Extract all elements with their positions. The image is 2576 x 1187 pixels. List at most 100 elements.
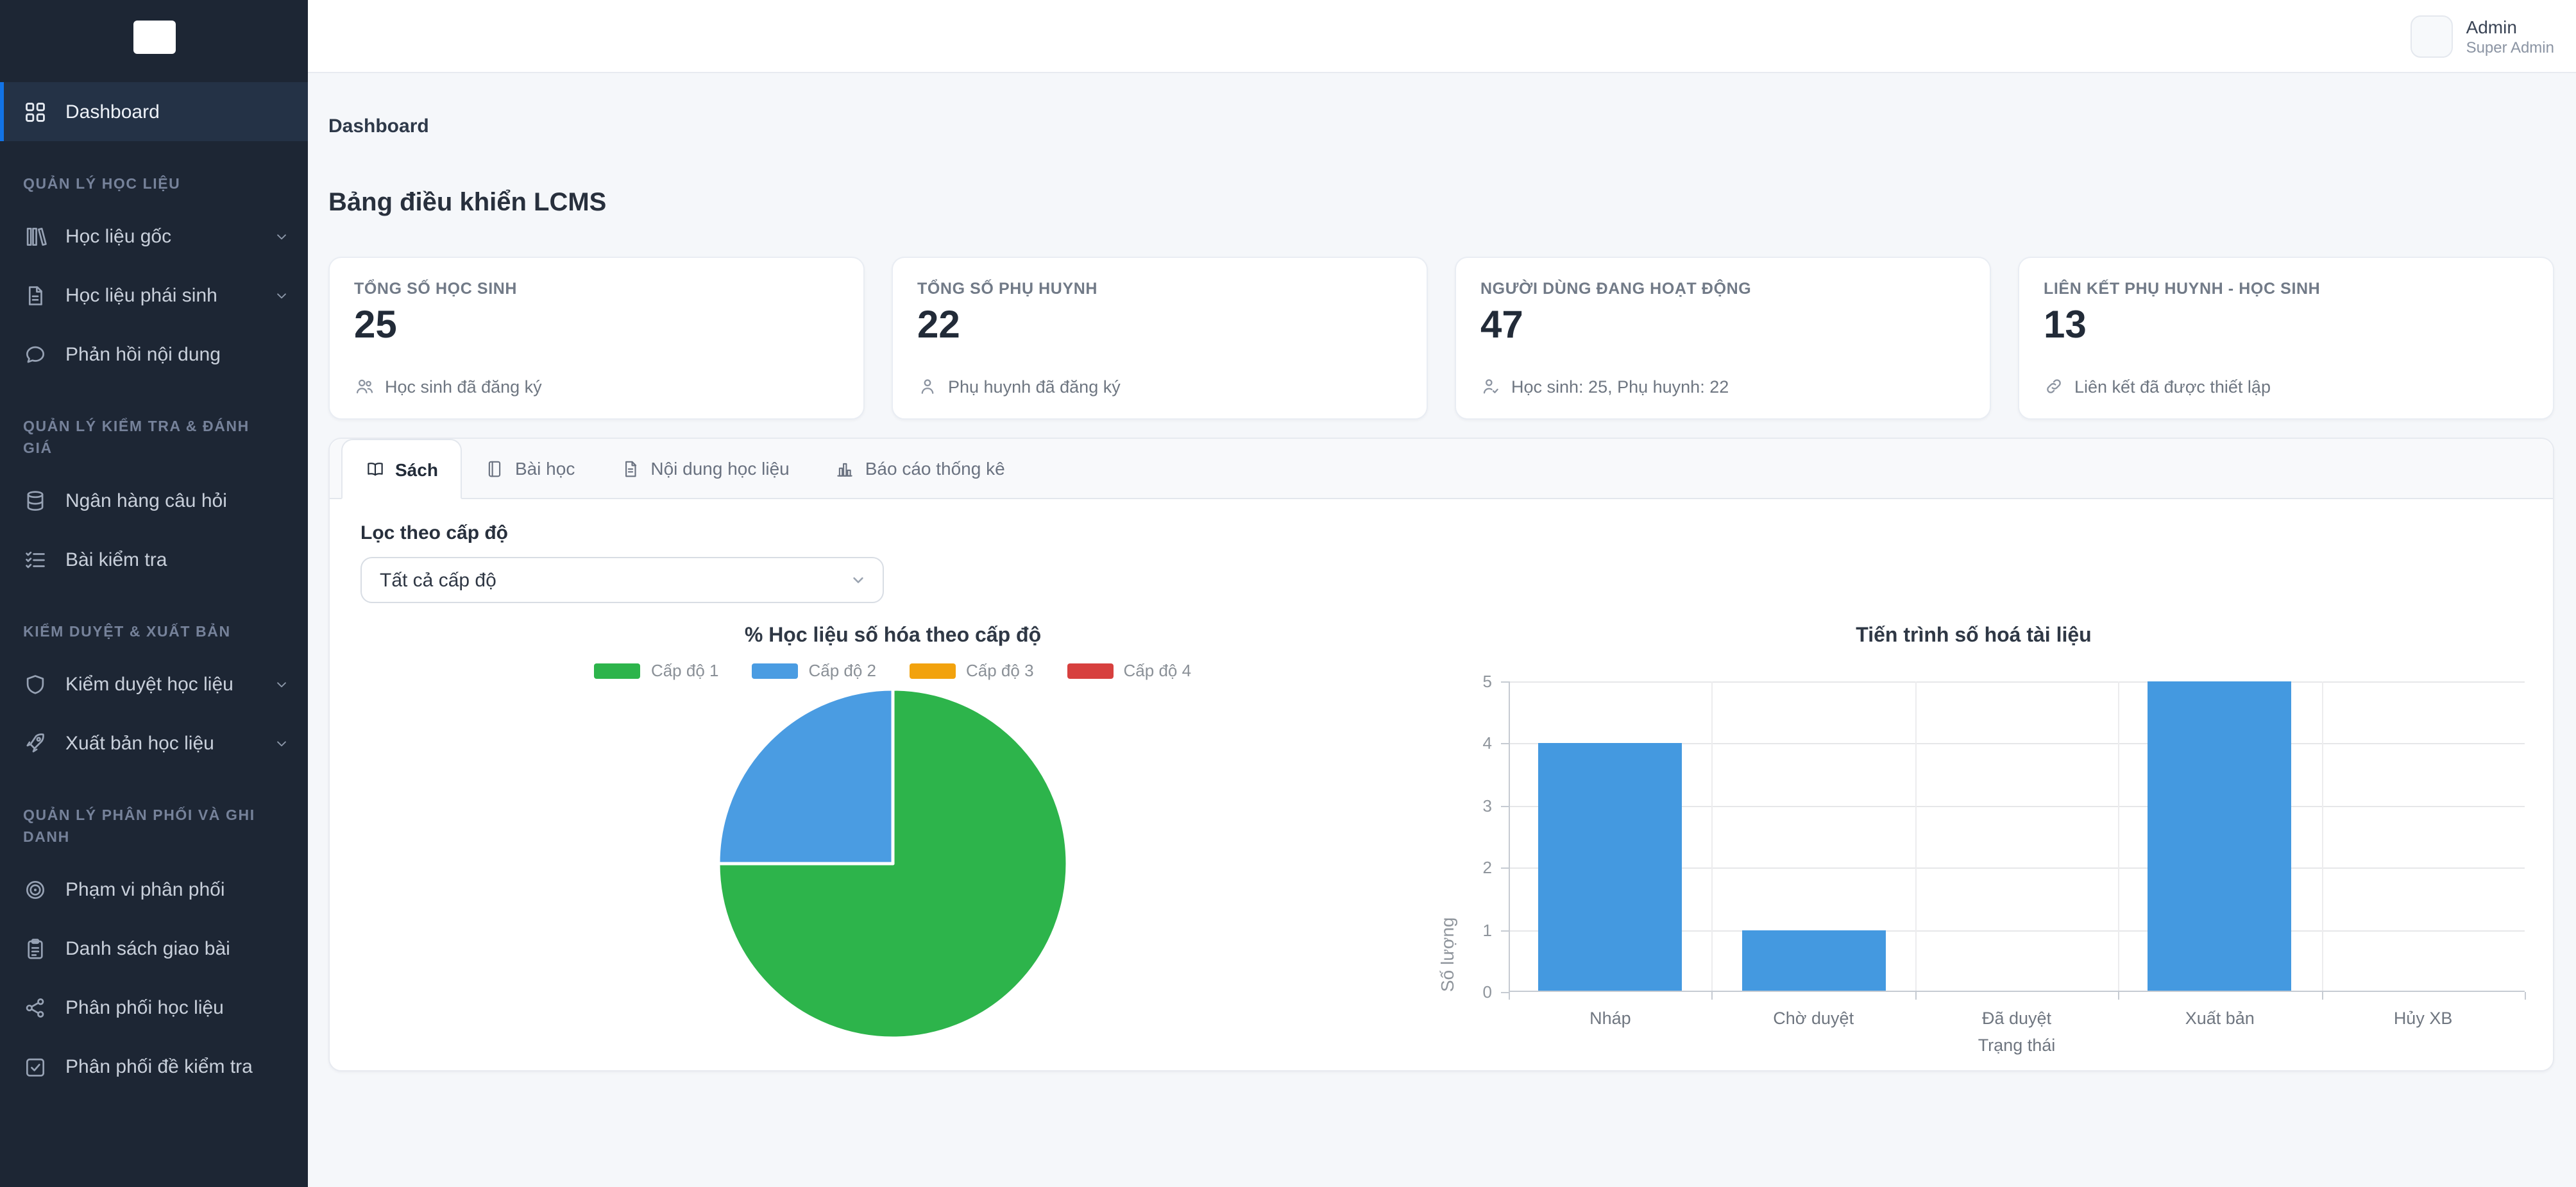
tab-sách[interactable]: Sách	[341, 439, 462, 499]
dashboard-grid-icon	[23, 99, 47, 124]
select-value: Tất cả cấp độ	[380, 569, 496, 591]
sidebar-sections: QUẢN LÝ HỌC LIỆU Học liệu gốc Học liệu p…	[0, 175, 308, 1096]
stat-card-note: Liên kết đã được thiết lập	[2044, 376, 2529, 397]
sidebar-item[interactable]: Xuất bản học liệu	[0, 713, 308, 773]
bar-chờ-duyệt[interactable]	[1741, 930, 1886, 992]
app-logo[interactable]	[133, 20, 175, 53]
tab-bài-học[interactable]: Bài học	[462, 439, 598, 498]
bar-y-tick-label: 2	[1482, 858, 1492, 878]
bar-x-tick	[1711, 992, 1713, 1000]
sidebar-item-dashboard[interactable]: Dashboard	[0, 82, 308, 141]
main-content: Dashboard Bảng điều khiển LCMS TỔNG SỐ H…	[308, 73, 2576, 1187]
sidebar-item-label: Bài kiểm tra	[65, 549, 167, 570]
shield-icon	[23, 672, 47, 696]
filter-label: Lọc theo cấp độ	[360, 522, 509, 544]
user-check-icon	[1480, 376, 1501, 397]
sidebar-item[interactable]: Học liệu phái sinh	[0, 266, 308, 325]
bar-y-axis	[1509, 681, 1510, 1000]
bar-y-tick-label: 1	[1482, 920, 1492, 940]
legend-swatch	[594, 663, 641, 678]
panel-body: Lọc theo cấp độ Tất cả cấp độ % Học liệu…	[330, 499, 2553, 1073]
stat-card-note-text: Phụ huynh đã đăng ký	[948, 377, 1121, 396]
sidebar-item[interactable]: Danh sách giao bài	[0, 919, 308, 978]
sidebar-item-label: Kiểm duyệt học liệu	[65, 673, 233, 695]
bar-y-tick	[1501, 867, 1509, 869]
bar-column-line	[2321, 681, 2323, 992]
sidebar-section: QUẢN LÝ HỌC LIỆU Học liệu gốc Học liệu p…	[0, 175, 308, 384]
tab-strip: Sách Bài học Nội dung học liệu Báo cáo t…	[330, 439, 2553, 499]
sidebar-item[interactable]: Phản hồi nội dung	[0, 325, 308, 384]
stat-card: TỔNG SỐ PHỤ HUYNH 22 Phụ huynh đã đăng k…	[892, 257, 1428, 420]
stat-card: LIÊN KẾT PHỤ HUYNH - HỌC SINH 13 Liên kế…	[2018, 257, 2554, 420]
sidebar-item-label: Phân phối đề kiểm tra	[65, 1055, 253, 1077]
sidebar-item[interactable]: Học liệu gốc	[0, 207, 308, 266]
legend-swatch	[910, 663, 956, 678]
sidebar-section-title: QUẢN LÝ KIỂM TRA & ĐÁNH GIÁ	[23, 420, 250, 457]
legend-swatch	[1067, 663, 1114, 678]
bar-gridline	[1509, 743, 2525, 745]
link-icon	[2044, 376, 2064, 397]
sidebar-item[interactable]: Kiểm duyệt học liệu	[0, 654, 308, 713]
database-icon	[23, 488, 47, 513]
bar-y-tick-label: 4	[1482, 733, 1492, 753]
user-menu[interactable]: Admin Super Admin	[2411, 15, 2554, 57]
sidebar-item[interactable]: Phân phối đề kiểm tra	[0, 1037, 308, 1096]
tab-báo-cáo-thống-kê[interactable]: Báo cáo thống kê	[813, 439, 1028, 498]
rocket-icon	[23, 731, 47, 755]
pie-slice[interactable]	[716, 687, 895, 866]
chevron-down-icon	[273, 228, 290, 244]
bar-y-tick-label: 0	[1482, 982, 1492, 1002]
sidebar-section: QUẢN LÝ KIỂM TRA & ĐÁNH GIÁ Ngân hàng câ…	[0, 417, 308, 589]
sidebar-item-label: Phân phối học liệu	[65, 996, 224, 1018]
pie-chart-title: % Học liệu số hóa theo cấp độ	[744, 625, 1042, 647]
stat-card-value: 13	[2044, 304, 2087, 346]
bar-gridline	[1509, 681, 2525, 683]
sidebar-item[interactable]: Bài kiểm tra	[0, 530, 308, 589]
sidebar-section-title: KIỂM DUYỆT & XUẤT BẢN	[23, 625, 231, 640]
stat-card-label: TỔNG SỐ PHỤ HUYNH	[917, 280, 1098, 298]
user-name: Admin	[2466, 16, 2517, 37]
stat-card-label: NGƯỜI DÙNG ĐANG HOẠT ĐỘNG	[1480, 280, 1752, 298]
books-icon	[23, 224, 47, 248]
bar-x-tick-label: Nháp	[1589, 1009, 1631, 1028]
bar-gridline	[1509, 805, 2525, 807]
sidebar-item[interactable]: Phạm vi phân phối	[0, 860, 308, 919]
stat-card-label: LIÊN KẾT PHỤ HUYNH - HỌC SINH	[2044, 280, 2321, 298]
legend-item[interactable]: Cấp độ 3	[910, 661, 1034, 680]
tab-label: Bài học	[514, 458, 575, 479]
share-icon	[23, 995, 47, 1020]
sidebar-item-label: Học liệu phái sinh	[65, 284, 217, 306]
tab-label: Nội dung học liệu	[650, 458, 790, 479]
bar-xuất-bản[interactable]	[2148, 681, 2292, 992]
bar-x-tick-label: Đã duyệt	[1981, 1009, 2052, 1028]
bar-nháp[interactable]	[1538, 743, 1682, 992]
stat-card-value: 47	[1480, 304, 1523, 346]
bar-y-tick	[1501, 743, 1509, 745]
sidebar-item[interactable]: Phân phối học liệu	[0, 978, 308, 1037]
stat-cards-row: TỔNG SỐ HỌC SINH 25 Học sinh đã đăng ký …	[328, 257, 2554, 420]
chat-icon	[23, 342, 47, 366]
chevron-down-icon	[273, 735, 290, 751]
bar-x-tick-label: Chờ duyệt	[1773, 1009, 1854, 1028]
stat-card-value: 25	[354, 304, 397, 346]
tab-nội-dung-học-liệu[interactable]: Nội dung học liệu	[598, 439, 812, 498]
sidebar-item-label: Ngân hàng câu hỏi	[65, 490, 227, 511]
stat-card: NGƯỜI DÙNG ĐANG HOẠT ĐỘNG 47 Học sinh: 2…	[1455, 257, 1991, 420]
avatar[interactable]	[2411, 15, 2453, 57]
sidebar-item[interactable]: Ngân hàng câu hỏi	[0, 471, 308, 530]
book-open-icon	[366, 459, 385, 479]
legend-item[interactable]: Cấp độ 1	[594, 661, 718, 680]
pie-slice[interactable]	[716, 687, 1069, 1040]
legend-item[interactable]: Cấp độ 4	[1067, 661, 1191, 680]
bar-x-tick-label: Hủy XB	[2393, 1009, 2453, 1028]
level-filter-select[interactable]: Tất cả cấp độ	[360, 557, 884, 603]
sidebar-item-label: Phản hồi nội dung	[65, 343, 221, 365]
user-role: Super Admin	[2466, 38, 2554, 56]
logo-container	[0, 0, 308, 73]
bar-column-line	[1711, 681, 1713, 992]
bar-y-tick	[1501, 805, 1509, 807]
legend-item[interactable]: Cấp độ 2	[752, 661, 876, 680]
sidebar: Dashboard QUẢN LÝ HỌC LIỆU Học liệu gốc …	[0, 0, 308, 1187]
tab-label: Báo cáo thống kê	[865, 458, 1005, 479]
